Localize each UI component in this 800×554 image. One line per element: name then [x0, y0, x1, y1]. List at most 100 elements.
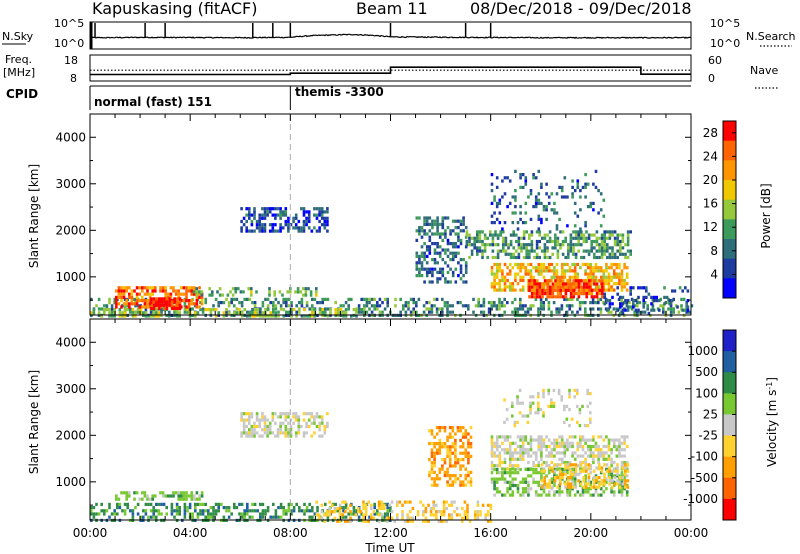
power-cell: [134, 314, 137, 318]
power-cell: [599, 307, 603, 311]
velocity-cell: [307, 412, 311, 416]
power-cell: [524, 179, 528, 183]
power-cell: [618, 266, 621, 270]
power-cell: [650, 308, 653, 312]
power-cell: [436, 261, 439, 265]
power-cell: [143, 299, 147, 303]
velocity-cell: [607, 457, 611, 461]
power-cell: [274, 304, 278, 308]
velocity-cell: [242, 431, 246, 435]
velocity-cell: [342, 509, 345, 513]
velocity-cell: [608, 469, 611, 473]
power-cell: [253, 311, 257, 315]
power-cell: [163, 306, 166, 311]
power-colorbar-tick-label: 12: [703, 220, 718, 234]
power-cell: [386, 301, 389, 305]
power-cell: [516, 266, 520, 270]
velocity-cell: [566, 479, 570, 483]
velocity-cell: [370, 513, 373, 517]
power-cell: [433, 267, 437, 271]
power-cell: [530, 239, 534, 244]
velocity-cell: [120, 491, 123, 495]
power-cell: [185, 295, 188, 299]
power-colorbar-tick-label: 16: [703, 197, 718, 211]
power-cell: [611, 246, 614, 250]
velocity-cell: [383, 503, 386, 507]
xtick-label: 00:00: [674, 526, 709, 540]
power-cell: [148, 292, 152, 296]
velocity-cell: [532, 451, 535, 455]
velocity-cell: [560, 460, 564, 465]
velocity-cell: [560, 471, 564, 475]
power-cell: [581, 262, 585, 267]
velocity-cell: [542, 388, 545, 392]
velocity-cell: [547, 444, 551, 449]
power-cell: [326, 210, 329, 214]
power-cell: [610, 262, 613, 267]
power-cell: [165, 303, 169, 307]
power-cell: [509, 255, 513, 260]
velocity-cell: [511, 454, 515, 458]
power-cell: [227, 304, 231, 308]
power-cell: [446, 216, 450, 220]
power-cell: [512, 230, 515, 234]
power-cell: [334, 311, 337, 315]
velocity-cell: [442, 519, 446, 523]
velocity-cell: [373, 502, 376, 506]
power-cell: [550, 278, 554, 283]
velocity-cell: [169, 494, 173, 498]
power-cell: [539, 301, 543, 305]
power-cell: [528, 285, 531, 289]
power-cell: [130, 295, 134, 299]
power-cell: [436, 216, 439, 220]
velocity-cell: [571, 451, 574, 455]
power-cell: [279, 216, 282, 220]
velocity-cell: [100, 509, 103, 513]
power-cell: [582, 255, 586, 260]
power-cell: [468, 239, 471, 244]
velocity-cell: [454, 451, 457, 455]
velocity-cell: [548, 482, 552, 486]
velocity-cell: [160, 502, 163, 506]
power-cell: [173, 310, 176, 314]
velocity-cell: [550, 398, 553, 402]
velocity-cell: [287, 506, 291, 510]
power-cell: [454, 267, 458, 271]
velocity-cell: [464, 435, 468, 439]
power-cell: [274, 314, 278, 318]
velocity-cell: [579, 482, 583, 486]
power-cell: [418, 254, 421, 258]
velocity-cell: [560, 451, 564, 455]
power-cell: [534, 195, 538, 199]
power-cell: [580, 230, 583, 234]
velocity-cell: [521, 477, 525, 481]
power-cell: [615, 262, 619, 267]
power-cell: [470, 249, 474, 253]
power-cell: [412, 310, 415, 314]
power-cell: [592, 269, 595, 273]
power-cell: [451, 270, 455, 274]
velocity-cell: [461, 445, 465, 449]
velocity-cell: [511, 490, 515, 494]
velocity-cell: [396, 503, 399, 507]
power-cell: [441, 232, 445, 236]
velocity-cell: [490, 480, 494, 484]
velocity-cell: [245, 412, 248, 416]
velocity-cell: [519, 467, 522, 472]
velocity-cell: [448, 513, 451, 517]
power-cell: [624, 255, 627, 260]
velocity-cell: [526, 420, 530, 424]
power-cell: [483, 233, 487, 237]
velocity-cell: [564, 466, 567, 470]
velocity-cell: [123, 509, 127, 513]
power-cell: [490, 307, 493, 311]
velocity-cell: [315, 415, 319, 419]
velocity-cell: [584, 474, 587, 478]
velocity-cell: [160, 512, 163, 516]
power-cell: [651, 304, 655, 308]
power-cell: [559, 230, 562, 234]
velocity-cell: [508, 467, 512, 472]
velocity-cell: [577, 479, 580, 483]
velocity-cell: [352, 512, 356, 516]
power-colorbar-label: Power [dB]: [759, 183, 773, 248]
